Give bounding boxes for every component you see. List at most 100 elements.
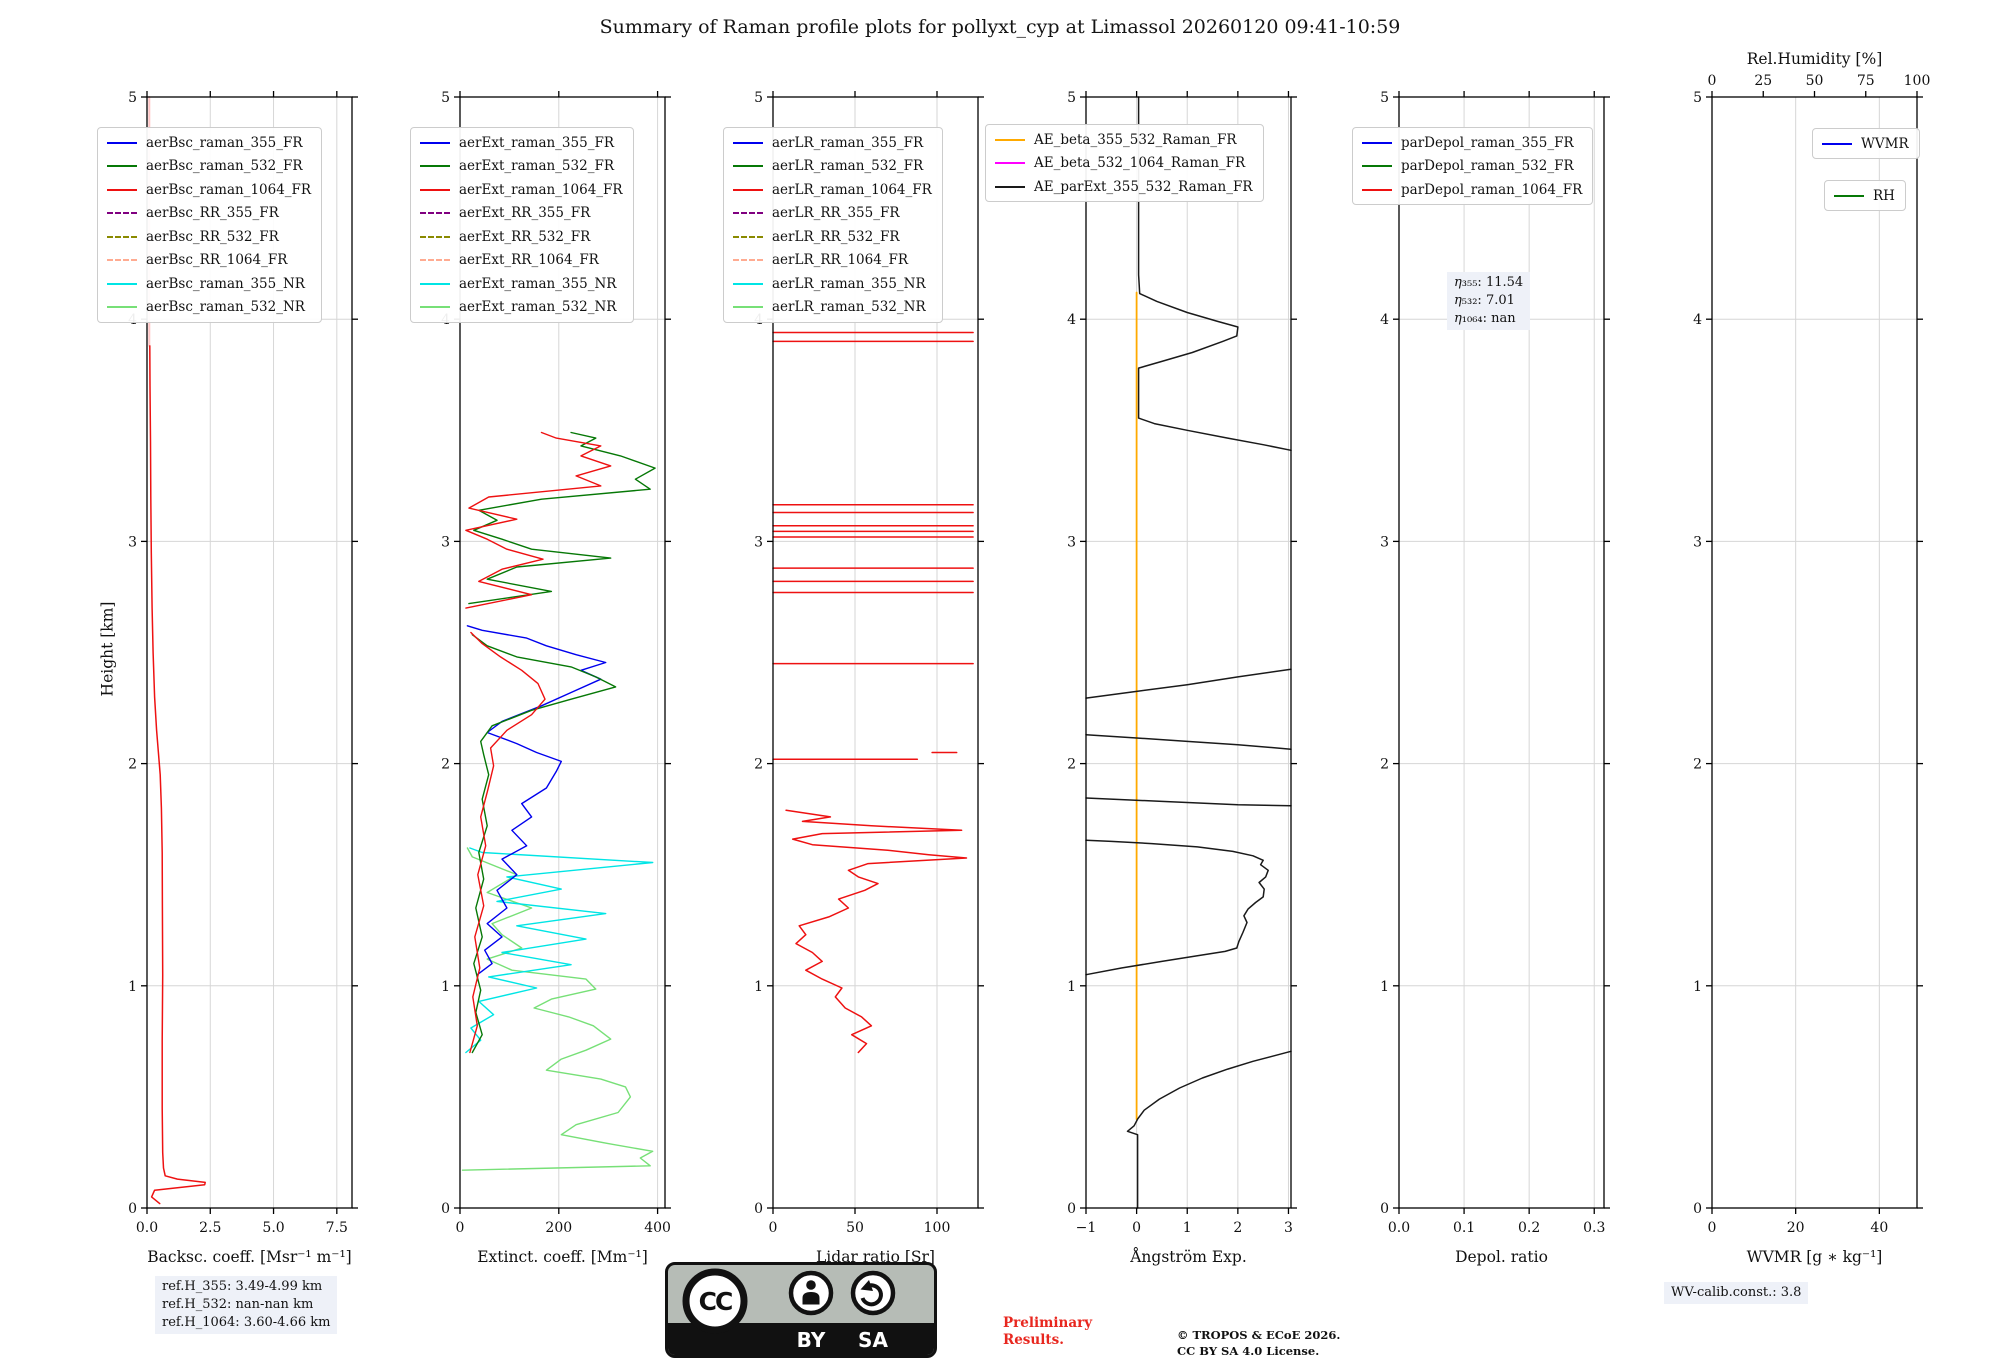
y-tick-label: 0	[1067, 1201, 1076, 1217]
y-tick-label: 4	[1067, 312, 1076, 328]
series-AE_parExt_355_532_Raman_FR	[1137, 96, 1292, 452]
legend-label: aerExt_RR_1064_FR	[459, 252, 599, 268]
legend-swatch-line	[1362, 165, 1392, 167]
legend-item: aerLR_RR_532_FR	[733, 227, 932, 246]
person-body	[802, 1292, 820, 1305]
legend-label: aerLR_raman_355_NR	[772, 275, 926, 292]
legend-label: aerExt_raman_355_NR	[459, 275, 617, 292]
legend-label: aerLR_RR_532_FR	[772, 228, 900, 245]
legend-item: aerLR_RR_355_FR	[733, 204, 932, 223]
x-tick-label: 1	[1183, 1220, 1192, 1236]
legend-item: AE_parExt_355_532_Raman_FR	[995, 177, 1253, 196]
x-tick-label: 50	[846, 1220, 864, 1236]
plot-spines-angstroem	[1085, 96, 1292, 1209]
x-tick-label: 400	[644, 1220, 671, 1236]
top-tick-label: 75	[1857, 73, 1875, 89]
legend-label: RH	[1873, 187, 1895, 204]
legend-item: aerExt_raman_355_FR	[420, 133, 623, 152]
y-tick-label: 5	[1380, 90, 1389, 106]
legend-lidar-ratio: aerLR_raman_355_FR aerLR_raman_532_FR aerL…	[723, 127, 943, 323]
legend-label: AE_beta_532_1064_Raman_FR	[1034, 155, 1246, 171]
legend-swatch-line	[733, 188, 763, 191]
legend-swatch-line	[420, 141, 450, 144]
legend-item: aerExt_raman_1064_FR	[420, 180, 623, 199]
legend-item: aerBsc_RR_355_FR	[107, 204, 311, 223]
y-tick-label: 1	[1693, 979, 1702, 995]
legend-wvmr: RH	[1824, 180, 1906, 211]
legend-item: RH	[1834, 186, 1895, 205]
legend-label: parDepol_raman_1064_FR	[1401, 181, 1583, 198]
y-tick-label: 1	[1067, 979, 1076, 995]
series-aerExt_raman_532_NR	[461, 847, 654, 1171]
eta-532: η₅₃₂: 7.01	[1454, 292, 1515, 308]
wv-calib-annotation: WV-calib.const.: 3.8	[1664, 1282, 1809, 1304]
series-AE_parExt_355_532_Raman_FR	[1085, 668, 1292, 699]
legend-label: aerLR_raman_532_NR	[772, 299, 926, 315]
cc-by-label: BY	[797, 1328, 826, 1352]
ref-height-annotation: ref.H_355: 3.49-4.99 km ref.H_532: nan-n…	[155, 1276, 338, 1334]
legend-item: aerExt_RR_1064_FR	[420, 251, 623, 270]
x-tick-label: 7.5	[326, 1220, 348, 1236]
x-axis-label-extinction: Extinct. coeff. [Mm⁻¹]	[477, 1248, 648, 1266]
legend-label: aerBsc_raman_1064_FR	[146, 181, 312, 198]
x-axis-label-lidar-ratio: Lidar ratio [Sr]	[816, 1248, 935, 1266]
y-tick-label: 3	[754, 534, 763, 550]
series-aerExt_raman_532_FR	[471, 634, 617, 1054]
legend-item: aerExt_RR_532_FR	[420, 227, 623, 246]
preliminary-results-note: Preliminary Results.	[1003, 1315, 1093, 1348]
y-tick-label: 1	[1380, 979, 1389, 995]
x-tick-label: 100	[924, 1220, 951, 1236]
y-tick-label: 5	[441, 90, 450, 106]
legend-item: AE_beta_355_532_Raman_FR	[995, 130, 1253, 149]
legend-item: parDepol_raman_355_FR	[1362, 133, 1582, 152]
y-tick-label: 2	[1380, 757, 1389, 773]
legend-swatch-line	[1362, 141, 1392, 144]
y-tick-label: 5	[1067, 90, 1076, 106]
y-tick-label: 0	[441, 1201, 450, 1217]
legend-label: aerLR_RR_1064_FR	[772, 252, 909, 268]
series-AE_parExt_355_532_Raman_FR	[1085, 797, 1292, 807]
x-tick-label: 0.1	[1453, 1220, 1475, 1236]
x-tick-label: 5.0	[262, 1220, 284, 1236]
legend-label: aerBsc_RR_1064_FR	[146, 252, 288, 268]
legend-label: aerLR_raman_532_FR	[772, 158, 924, 174]
series-AE_parExt_355_532_Raman_FR	[1085, 733, 1292, 750]
top-axis-label: Rel.Humidity [%]	[1747, 50, 1883, 68]
x-tick-label: 0	[456, 1220, 465, 1236]
y-tick-label: 3	[1693, 534, 1702, 550]
cc-sa-label: SA	[858, 1328, 888, 1352]
legend-swatch-line	[1834, 194, 1864, 197]
x-tick-label: 40	[1870, 1220, 1888, 1236]
x-tick-label: 0	[1132, 1220, 1141, 1236]
legend-item: aerBsc_RR_532_FR	[107, 227, 311, 246]
legend-swatch-line	[420, 188, 450, 191]
top-tick-label: 50	[1806, 73, 1824, 89]
legend-label: aerLR_raman_1064_FR	[772, 181, 932, 198]
x-tick-label: 20	[1787, 1220, 1805, 1236]
copyright-note: © TROPOS & ECoE 2026. CC BY SA 4.0 Licen…	[1177, 1328, 1341, 1358]
legend-item: aerLR_raman_355_NR	[733, 274, 932, 293]
y-tick-label: 1	[128, 979, 137, 995]
legend-swatch-line	[107, 259, 137, 261]
plot-spines-backscatter	[146, 96, 353, 1209]
x-axis-label-angstroem: Ångström Exp.	[1129, 1248, 1247, 1266]
ref-height-355: ref.H_355: 3.49-4.99 km	[162, 1279, 323, 1294]
y-tick-label: 4	[1380, 312, 1389, 328]
legend-label: aerExt_RR_355_FR	[459, 205, 591, 221]
eta-1064: η₁₀₆₄: nan	[1454, 310, 1516, 326]
legend-label: aerExt_raman_1064_FR	[459, 181, 623, 198]
legend-label: WVMR	[1861, 135, 1909, 152]
plot-spines-lidar-ratio	[772, 96, 979, 1209]
cc-license-badge: BY SA CC	[665, 1262, 937, 1358]
legend-item: aerLR_raman_1064_FR	[733, 180, 932, 199]
legend-item: aerExt_raman_532_NR	[420, 298, 623, 317]
legend-label: aerBsc_raman_355_NR	[146, 275, 305, 292]
legend-label: aerBsc_RR_355_FR	[146, 205, 279, 221]
legend-label: parDepol_raman_532_FR	[1401, 158, 1574, 174]
cc-logo-text: CC	[699, 1287, 732, 1316]
legend-angstroem: AE_beta_355_532_Raman_FR AE_beta_532_1064…	[985, 124, 1264, 202]
legend-swatch-line	[1362, 188, 1392, 191]
y-tick-label: 2	[441, 757, 450, 773]
series-aerExt_raman_1064_FR	[469, 631, 546, 1054]
